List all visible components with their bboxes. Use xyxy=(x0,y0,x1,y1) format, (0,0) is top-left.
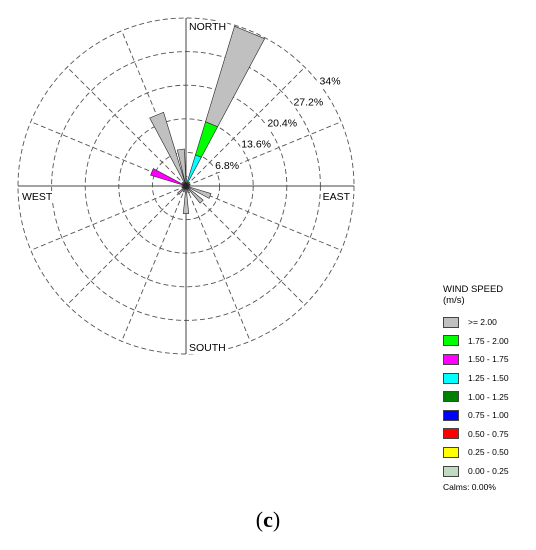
legend: WIND SPEED (m/s) >= 2.00 1.75 - 2.00 1.50 … xyxy=(443,284,533,492)
petal-segment xyxy=(195,121,219,158)
legend-item: 1.75 - 2.00 xyxy=(443,332,533,351)
petal-segment xyxy=(185,154,202,187)
ring-label: 13.6% xyxy=(241,139,271,151)
grid-spoke xyxy=(121,185,187,342)
direction-label-bg xyxy=(188,21,228,33)
legend-item: 0.75 - 1.00 xyxy=(443,406,533,425)
legend-swatch xyxy=(443,391,459,403)
ring-label-bg xyxy=(292,96,325,109)
petal-segment xyxy=(181,181,187,187)
grid-spoke xyxy=(185,185,342,251)
petal-segment xyxy=(149,111,187,187)
petal-segment xyxy=(205,25,266,128)
caption-open: ( xyxy=(255,507,264,532)
legend-item: 1.50 - 1.75 xyxy=(443,350,533,369)
grid-spoke xyxy=(66,66,187,187)
direction-label-east: EAST xyxy=(323,191,351,203)
direction-label-north: NORTH xyxy=(189,21,226,33)
legend-title: WIND SPEED xyxy=(443,284,504,295)
legend-item: 0.25 - 0.50 xyxy=(443,443,533,462)
grid-spoke xyxy=(185,185,251,342)
direction-label-bg xyxy=(188,342,227,354)
grid-spoke xyxy=(185,66,306,187)
grid-spoke xyxy=(185,121,342,187)
legend-swatch xyxy=(443,353,459,365)
direction-label-bg xyxy=(21,191,54,203)
ring-label-bg xyxy=(318,75,342,88)
labels: NORTH EAST SOUTH WEST 6.8%13.6% 20.4% 27.2% 34% xyxy=(21,21,352,354)
caption-close: ) xyxy=(272,507,281,532)
legend-swatch xyxy=(443,409,459,421)
legend-swatch xyxy=(443,335,459,347)
wind-rose-chart: NORTH EAST SOUTH WEST 6.8%13.6% 20.4% 27.2% 34% xyxy=(17,17,355,355)
petal-segment xyxy=(185,181,191,187)
caption-letter: c xyxy=(263,507,273,532)
petal-segment xyxy=(185,185,204,204)
ring-label: 6.8% xyxy=(215,160,239,172)
ring-label: 27.2% xyxy=(293,96,323,108)
grid-spoke xyxy=(185,185,306,306)
legend-units: (m/s) xyxy=(443,295,465,306)
ring-label: 34% xyxy=(320,75,341,87)
legend-swatch xyxy=(443,372,459,384)
direction-label-south: SOUTH xyxy=(189,342,226,354)
ring-label: 20.4% xyxy=(267,118,297,130)
petals xyxy=(149,25,266,214)
legend-label: 1.50 - 1.75 xyxy=(468,354,509,365)
legend-label: 0.75 - 1.00 xyxy=(468,410,509,421)
petal-segment xyxy=(177,185,187,195)
petal-segment xyxy=(181,185,187,187)
legend-label: 0.25 - 0.50 xyxy=(468,447,509,458)
legend-label: 1.25 - 1.50 xyxy=(468,373,509,384)
grid-spoke xyxy=(66,185,187,306)
direction-label-bg xyxy=(321,191,352,203)
ring-label-bg xyxy=(240,138,273,151)
direction-label-west: WEST xyxy=(22,191,53,203)
legend-item: 1.25 - 1.50 xyxy=(443,369,533,388)
ring-label-bg xyxy=(214,159,241,172)
legend-item: 1.00 - 1.25 xyxy=(443,387,533,406)
legend-rows: >= 2.00 1.75 - 2.00 1.50 - 1.75 1.25 - 1.50… xyxy=(443,313,533,480)
calms-label: Calms: 0.00% xyxy=(443,482,496,493)
legend-label: 1.75 - 2.00 xyxy=(468,335,509,346)
legend-item: >= 2.00 xyxy=(443,313,533,332)
legend-swatch xyxy=(443,465,459,477)
figure-caption: (c) xyxy=(0,507,536,533)
petal-segment xyxy=(185,185,191,187)
legend-swatch xyxy=(443,316,459,328)
legend-label: >= 2.00 xyxy=(468,317,497,328)
petal-segment xyxy=(181,185,187,189)
legend-label: 1.00 - 1.25 xyxy=(468,391,509,402)
legend-item: 0.50 - 0.75 xyxy=(443,425,533,444)
petal-segment xyxy=(185,183,191,187)
petal-segment xyxy=(182,185,190,214)
legend-label: 0.00 - 0.25 xyxy=(468,466,509,477)
grid-spoke xyxy=(30,185,187,251)
ring-label-bg xyxy=(266,117,299,130)
legend-item: 0.00 - 0.25 xyxy=(443,462,533,481)
legend-label: 0.50 - 0.75 xyxy=(468,428,509,439)
petal-segment xyxy=(185,185,212,199)
legend-swatch xyxy=(443,428,459,440)
petal-segment xyxy=(185,185,190,194)
legend-swatch xyxy=(443,446,459,458)
petal-segment xyxy=(182,185,187,193)
petal-segment xyxy=(150,168,187,187)
petal-segment xyxy=(176,148,187,187)
